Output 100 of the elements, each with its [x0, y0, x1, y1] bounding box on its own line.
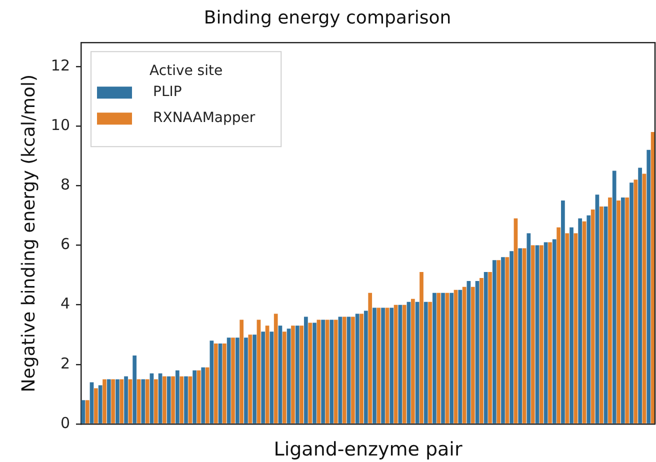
bar: [612, 170, 616, 424]
bar: [574, 233, 578, 424]
bar: [450, 292, 454, 424]
bar: [496, 260, 501, 424]
chart-title: Binding energy comparison: [204, 7, 452, 28]
bar: [270, 332, 274, 424]
bar: [180, 376, 184, 424]
bar: [205, 367, 210, 424]
y-tick-label: 2: [60, 354, 70, 372]
bar: [244, 338, 248, 424]
bar: [291, 326, 295, 424]
bar: [402, 304, 406, 424]
bar: [638, 168, 642, 424]
bar: [90, 382, 94, 424]
bar: [466, 280, 471, 424]
bar: [346, 316, 351, 424]
y-tick-label: 0: [60, 414, 70, 432]
legend-label: RXNAAMapper: [153, 110, 256, 126]
bar: [248, 334, 252, 424]
bar: [390, 308, 394, 424]
bar: [561, 200, 565, 424]
bar: [445, 292, 450, 424]
bar: [582, 221, 586, 424]
bar: [484, 272, 488, 424]
bar: [595, 194, 600, 424]
bar: [625, 198, 630, 424]
bar: [462, 286, 466, 424]
bar: [420, 272, 424, 424]
bar: [184, 376, 188, 424]
bar: [590, 209, 595, 424]
bar: [565, 233, 570, 424]
bar: [480, 278, 484, 424]
bar: [136, 379, 141, 424]
bar: [304, 316, 308, 424]
bar: [240, 320, 244, 424]
bar: [265, 326, 270, 424]
bar: [175, 370, 180, 424]
bar: [274, 314, 278, 424]
bar: [261, 332, 266, 424]
bar: [128, 379, 132, 424]
bar: [556, 227, 561, 424]
bar: [608, 198, 612, 424]
bar: [222, 344, 226, 424]
bar: [376, 308, 381, 424]
bar: [544, 242, 548, 424]
bar: [411, 298, 415, 424]
bar: [308, 322, 312, 424]
bar: [210, 340, 214, 424]
bar: [256, 320, 261, 424]
bar: [381, 308, 385, 424]
bar: [295, 326, 300, 424]
bar: [132, 355, 137, 424]
bar: [351, 316, 355, 424]
bar: [201, 367, 206, 424]
bar: [300, 326, 304, 424]
bar: [196, 370, 201, 424]
bar: [526, 233, 531, 424]
bar: [141, 379, 146, 424]
bar: [158, 373, 162, 424]
bar: [325, 320, 330, 424]
bar: [646, 150, 651, 424]
bar: [535, 245, 540, 424]
bar: [214, 344, 218, 424]
bar: [252, 334, 256, 424]
bar: [166, 376, 171, 424]
y-tick-label: 8: [60, 176, 70, 194]
bar: [604, 206, 608, 424]
bar: [330, 320, 334, 424]
bar: [415, 302, 420, 424]
bar: [372, 308, 376, 424]
bar: [424, 302, 428, 424]
bar: [501, 257, 505, 424]
bar: [394, 304, 398, 424]
bar: [171, 376, 175, 424]
bar: [338, 316, 342, 424]
y-tick-label: 10: [50, 116, 70, 134]
bar: [111, 379, 116, 424]
bar: [162, 376, 166, 424]
bar: [385, 308, 390, 424]
legend-title: Active site: [150, 63, 223, 80]
bar: [518, 248, 522, 424]
bar: [599, 206, 604, 424]
bar: [342, 316, 346, 424]
bar: [616, 200, 620, 424]
bar: [432, 292, 436, 424]
bar: [278, 326, 282, 424]
bar: [150, 373, 154, 424]
y-tick-label: 6: [60, 235, 70, 254]
bar: [441, 292, 445, 424]
bar: [510, 251, 514, 424]
bar: [321, 320, 325, 424]
bar: [454, 290, 458, 424]
bar: [436, 292, 441, 424]
bar: [398, 304, 402, 424]
bar: [578, 218, 582, 424]
bar: [231, 338, 235, 424]
bar: [334, 320, 338, 424]
bar: [282, 332, 286, 424]
y-tick-label: 4: [60, 294, 70, 313]
bar: [548, 242, 552, 424]
